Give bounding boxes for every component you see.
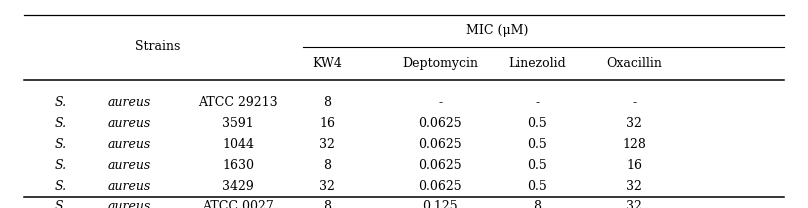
- Text: 0.0625: 0.0625: [419, 159, 462, 172]
- Text: 0.5: 0.5: [528, 159, 547, 172]
- Text: 8: 8: [323, 97, 331, 109]
- Text: 0.0625: 0.0625: [419, 180, 462, 193]
- Text: 0.125: 0.125: [423, 200, 458, 208]
- Text: -: -: [632, 97, 637, 109]
- Text: 32: 32: [319, 180, 335, 193]
- Text: 0.0625: 0.0625: [419, 138, 462, 151]
- Text: S.: S.: [54, 117, 67, 130]
- Text: Linezolid: Linezolid: [508, 57, 566, 70]
- Text: S.: S.: [54, 180, 67, 193]
- Text: 0.5: 0.5: [528, 180, 547, 193]
- Text: 3591: 3591: [222, 117, 255, 130]
- Text: ATCC 29213: ATCC 29213: [199, 97, 278, 109]
- Text: 32: 32: [319, 138, 335, 151]
- Text: 16: 16: [319, 117, 335, 130]
- Text: 0.5: 0.5: [528, 117, 547, 130]
- Text: Oxacillin: Oxacillin: [606, 57, 663, 70]
- Text: S.: S.: [54, 159, 67, 172]
- Text: 32: 32: [626, 117, 642, 130]
- Text: aureus: aureus: [107, 117, 151, 130]
- Text: 8: 8: [323, 200, 331, 208]
- Text: aureus: aureus: [107, 97, 151, 109]
- Text: S.: S.: [54, 138, 67, 151]
- Text: 32: 32: [626, 180, 642, 193]
- Text: S.: S.: [54, 200, 67, 208]
- Text: 128: 128: [622, 138, 646, 151]
- Text: 8: 8: [323, 159, 331, 172]
- Text: -: -: [438, 97, 443, 109]
- Text: 1044: 1044: [222, 138, 255, 151]
- Text: 8: 8: [533, 200, 541, 208]
- Text: S.: S.: [54, 97, 67, 109]
- Text: 0.0625: 0.0625: [419, 117, 462, 130]
- Text: -: -: [535, 97, 540, 109]
- Text: aureus: aureus: [107, 200, 151, 208]
- Text: Deptomycin: Deptomycin: [402, 57, 478, 70]
- Text: 3429: 3429: [222, 180, 255, 193]
- Text: 1630: 1630: [222, 159, 255, 172]
- Text: aureus: aureus: [107, 159, 151, 172]
- Text: aureus: aureus: [107, 138, 151, 151]
- Text: 0.5: 0.5: [528, 138, 547, 151]
- Text: 32: 32: [626, 200, 642, 208]
- Text: ATCC 0027: ATCC 0027: [203, 200, 274, 208]
- Text: KW4: KW4: [313, 57, 342, 70]
- Text: Strains: Strains: [135, 40, 180, 53]
- Text: aureus: aureus: [107, 180, 151, 193]
- Text: 16: 16: [626, 159, 642, 172]
- Text: MIC (μM): MIC (μM): [465, 24, 528, 37]
